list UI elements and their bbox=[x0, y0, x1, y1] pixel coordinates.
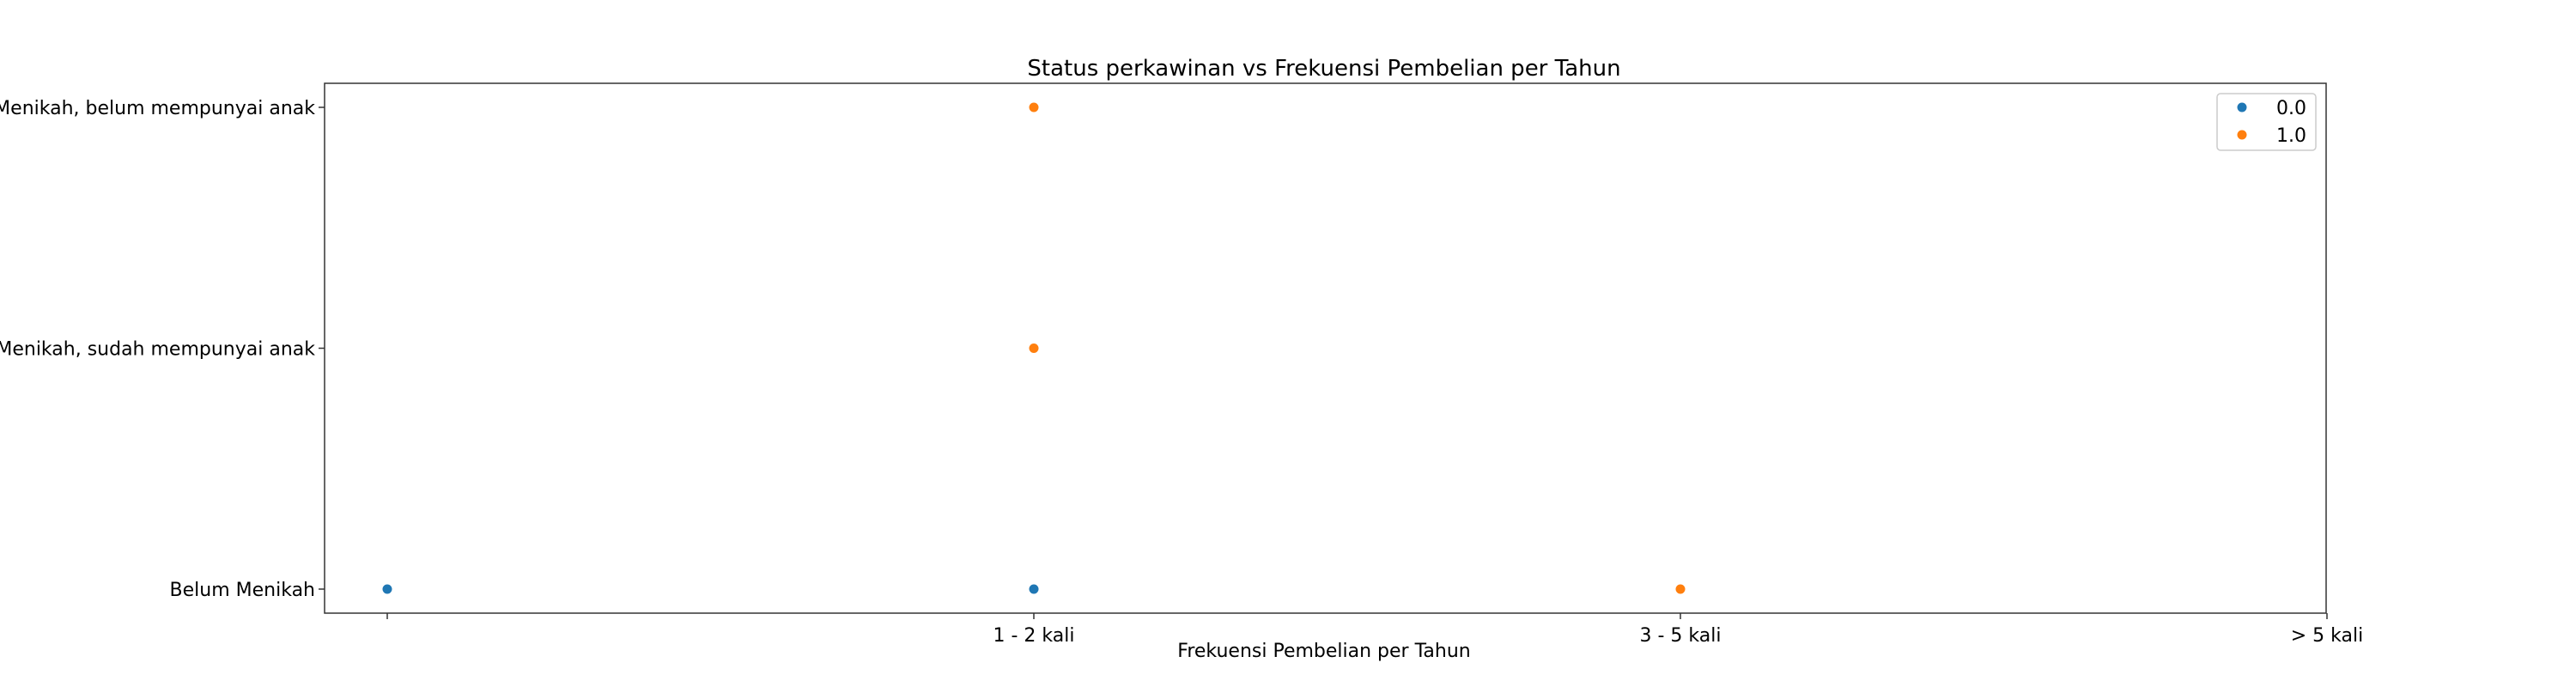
plot-area bbox=[324, 82, 2327, 614]
x-tick-label: 1 - 2 kali bbox=[993, 625, 1075, 647]
data-point bbox=[382, 584, 392, 594]
legend: 0.01.0 bbox=[2216, 93, 2317, 151]
chart-title: Status perkawinan vs Frekuensi Pembelian… bbox=[1027, 56, 1620, 82]
data-points bbox=[382, 102, 1686, 594]
x-axis-label: Frekuensi Pembelian per Tahun bbox=[1177, 641, 1470, 662]
legend-label: 1.0 bbox=[2276, 125, 2306, 147]
data-point bbox=[1029, 584, 1039, 594]
legend-label: 0.0 bbox=[2276, 98, 2306, 119]
y-axis: Belum Menikah Menikah, sudah mempunyai an… bbox=[0, 98, 325, 601]
x-tick-label: 3 - 5 kali bbox=[1640, 625, 1722, 647]
y-tick-label: Menikah, belum mempunyai anak bbox=[0, 98, 315, 119]
y-tick-label: Menikah, sudah mempunyai anak bbox=[0, 339, 315, 361]
x-tick-label: > 5 kali bbox=[2291, 625, 2363, 647]
x-axis: 1 - 2 kali 3 - 5 kali > 5 kali bbox=[386, 613, 2363, 647]
legend-marker bbox=[2237, 130, 2247, 140]
data-point bbox=[1029, 344, 1039, 353]
legend-marker bbox=[2237, 102, 2247, 112]
y-tick-label: Belum Menikah bbox=[170, 580, 315, 601]
data-point bbox=[1029, 102, 1039, 112]
data-point bbox=[1675, 584, 1686, 594]
